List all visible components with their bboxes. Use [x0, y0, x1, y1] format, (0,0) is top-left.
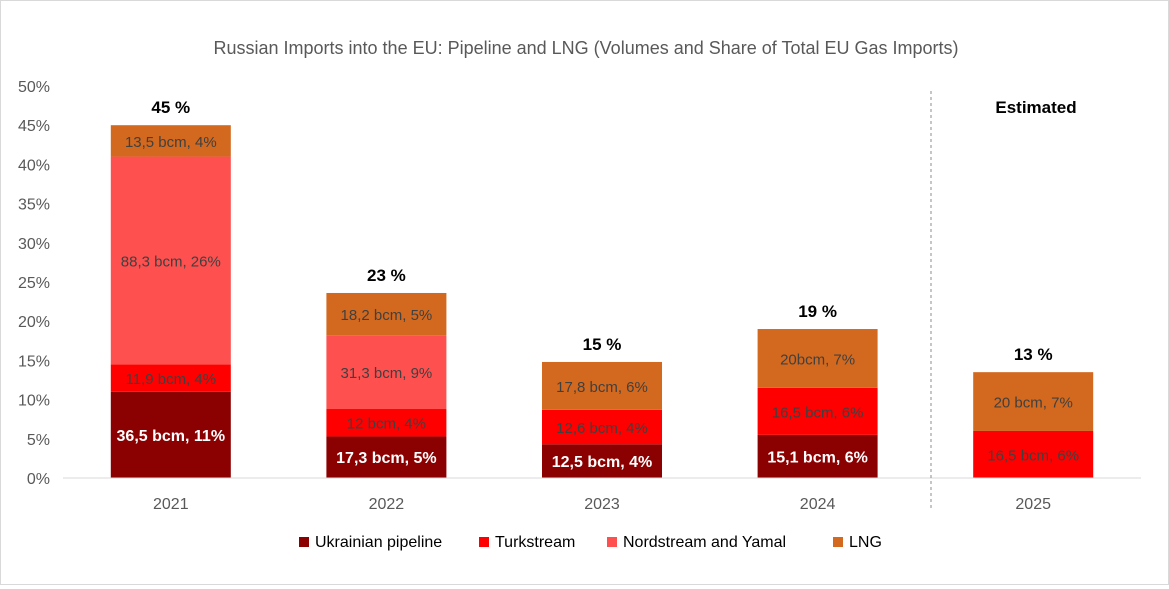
legend-label: LNG [849, 534, 882, 551]
x-tick-label: 2021 [153, 496, 189, 513]
segment-data-label: 31,3 bcm, 9% [341, 365, 433, 382]
y-tick-label: 15% [18, 353, 50, 370]
segment-data-label: 16,5 bcm, 6% [987, 447, 1079, 464]
bar-segment [326, 409, 447, 437]
legend: Ukrainian pipeline Turkstream Nordstream a… [299, 534, 882, 551]
segment-labels: 36,5 bcm, 11% 11,9 bcm, 4% 88,3 bcm, 26% 13… [117, 134, 1080, 471]
legend-swatch [479, 537, 489, 547]
segment-data-label: 16,5 bcm, 6% [772, 404, 864, 421]
bar-segment [110, 125, 231, 157]
segment-data-label: 12 bcm, 4% [347, 416, 426, 433]
segment-data-label: 88,3 bcm, 26% [121, 253, 221, 270]
x-tick-label: 2025 [1015, 496, 1051, 513]
segment-data-label: 17,8 bcm, 6% [556, 379, 648, 396]
legend-swatch [299, 537, 309, 547]
legend-label: Ukrainian pipeline [315, 534, 442, 551]
bar-segment [326, 335, 447, 410]
y-tick-label: 40% [18, 157, 50, 174]
x-tick-label: 2024 [800, 496, 836, 513]
segment-data-label: 15,1 bcm, 6% [767, 449, 868, 466]
legend-swatch [607, 537, 617, 547]
bar-segment [757, 387, 878, 435]
bar-segment [110, 364, 231, 392]
y-tick-label: 20% [18, 314, 50, 331]
y-tick-label: 25% [18, 275, 50, 292]
bar-segment [110, 391, 231, 478]
y-tick-label: 35% [18, 197, 50, 214]
segment-data-label: 20bcm, 7% [780, 351, 855, 368]
bar-segment [973, 430, 1094, 478]
segment-data-label: 36,5 bcm, 11% [117, 428, 226, 445]
segment-data-label: 12,6 bcm, 4% [556, 420, 648, 437]
bar-total-label: 15 % [583, 335, 622, 354]
y-axis: 0% 5% 10% 15% 20% 25% 30% 35% 40% 45% 50% [18, 79, 50, 488]
legend-swatch [833, 537, 843, 547]
segment-data-label: 12,5 bcm, 4% [552, 454, 653, 471]
estimated-annotation: Estimated [995, 98, 1076, 117]
total-labels: 45 % 23 % 15 % 19 % 13 % [151, 98, 1052, 364]
segment-data-label: 13,5 bcm, 4% [125, 134, 217, 151]
bar-segment [110, 156, 231, 365]
legend-label: Turkstream [495, 534, 575, 551]
segment-data-label: 20 bcm, 7% [994, 395, 1073, 412]
x-tick-label: 2023 [584, 496, 620, 513]
chart-title: Russian Imports into the EU: Pipeline an… [213, 38, 958, 58]
segment-data-label: 17,3 bcm, 5% [336, 450, 437, 467]
bar-segment [757, 434, 878, 478]
bar-segment [326, 292, 447, 336]
segment-data-label: 11,9 bcm, 4% [125, 371, 216, 388]
bar-segment [326, 436, 447, 478]
segment-data-label: 18,2 bcm, 5% [341, 307, 433, 324]
bar-segment [542, 361, 662, 410]
bar-segment [973, 372, 1094, 431]
bar-total-label: 19 % [798, 302, 837, 321]
y-tick-label: 10% [18, 393, 50, 410]
bar-segment [542, 409, 662, 445]
y-tick-label: 45% [18, 118, 50, 135]
x-tick-label: 2022 [369, 496, 405, 513]
x-axis: 2021 2022 2023 2024 2025 [63, 477, 1141, 513]
bar-segment [542, 444, 662, 478]
y-tick-label: 50% [18, 79, 50, 96]
bar-total-label: 45 % [151, 98, 190, 117]
legend-label: Nordstream and Yamal [623, 534, 786, 551]
y-tick-label: 5% [27, 432, 50, 449]
bars [110, 125, 1094, 478]
bar-total-label: 23 % [367, 266, 406, 285]
y-tick-label: 0% [27, 471, 50, 488]
y-tick-label: 30% [18, 236, 50, 253]
bar-total-label: 13 % [1014, 345, 1053, 364]
bar-segment [757, 329, 878, 388]
